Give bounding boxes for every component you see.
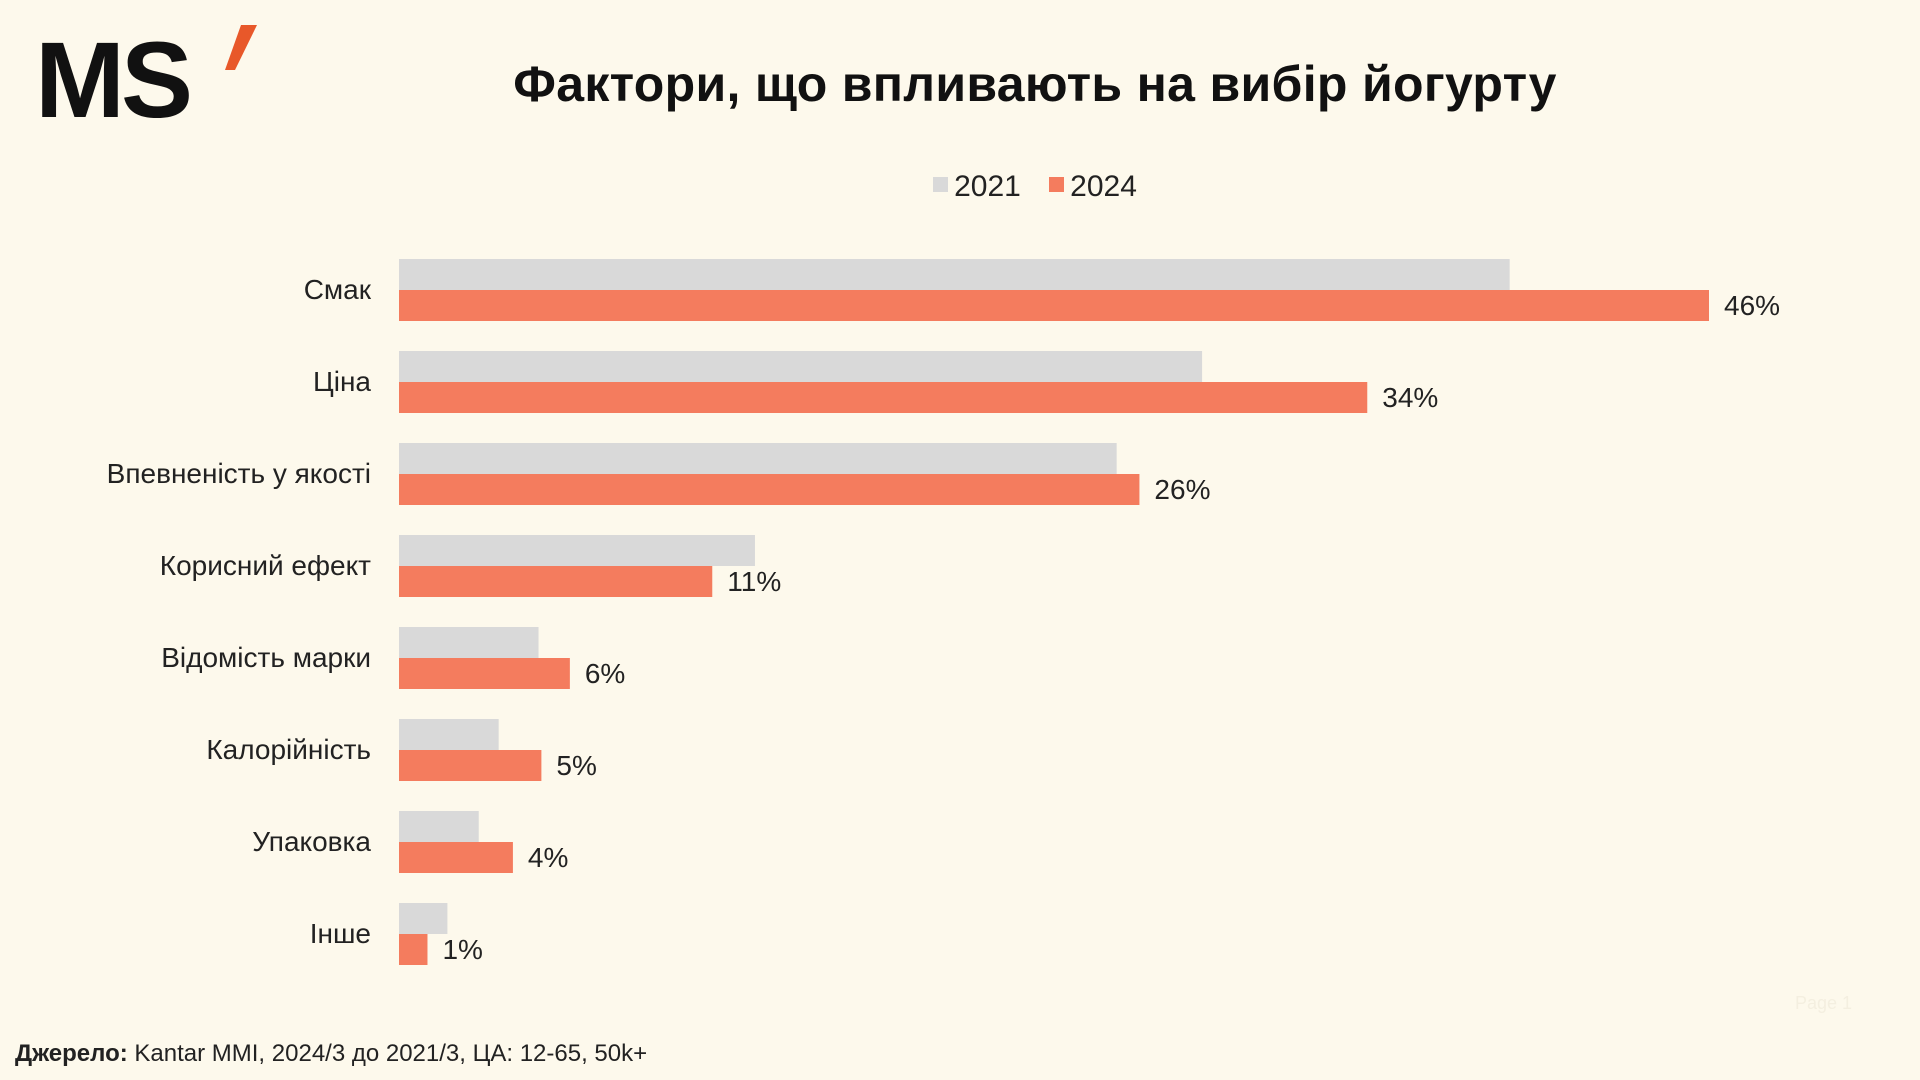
bar-2024-cat-5: [399, 750, 542, 781]
legend-item-2021: 2021: [933, 169, 1021, 204]
data-label-2024-cat-3: 11%: [727, 566, 781, 597]
bar-2021-cat-1: [399, 351, 1203, 382]
bar-chart: Смак 46% Ціна 34% Впевненість у якості 26% Кор…: [107, 259, 1780, 965]
data-label-2024-cat-7: 1%: [442, 934, 482, 965]
legend-label-2024: 2024: [1070, 169, 1137, 203]
bar-2024-cat-1: [399, 382, 1368, 413]
bar-2021-cat-2: [399, 443, 1117, 474]
bar-2021-cat-0: [399, 259, 1510, 290]
bar-2024-cat-2: [399, 474, 1140, 505]
category-label-cat-0: Смак: [304, 274, 372, 305]
bar-2024-cat-7: [399, 934, 428, 965]
data-label-2024-cat-0: 46%: [1724, 290, 1780, 321]
ms-logo: MS: [35, 19, 265, 140]
bar-2024-cat-0: [399, 290, 1709, 321]
ms-logo-mark: MS: [35, 19, 257, 140]
bar-2024-cat-6: [399, 842, 513, 873]
data-label-2024-cat-1: 34%: [1382, 382, 1438, 413]
source-note: Джерело: Kantar MMI, 2024/3 до 2021/3, Ц…: [15, 1040, 647, 1068]
data-label-2024-cat-6: 4%: [528, 842, 568, 873]
bar-2024-cat-4: [399, 658, 570, 689]
chart-legend: 2021 2024: [0, 168, 1920, 204]
category-label-cat-4: Відомість марки: [161, 642, 371, 673]
bar-2021-cat-7: [399, 903, 448, 934]
legend-item-2024: 2024: [1049, 169, 1137, 204]
bar-2021-cat-6: [399, 811, 479, 842]
category-label-cat-7: Інше: [310, 918, 371, 949]
legend-label-2021: 2021: [954, 169, 1021, 203]
bar-2024-cat-3: [399, 566, 713, 597]
category-label-cat-6: Упаковка: [252, 826, 371, 857]
source-label: Джерело:: [15, 1040, 128, 1067]
page-number: Page 1: [1795, 993, 1853, 1013]
bar-2021-cat-3: [399, 535, 755, 566]
legend-swatch-2021: [933, 177, 949, 193]
legend-swatch-2024: [1049, 177, 1065, 193]
bar-2021-cat-5: [399, 719, 499, 750]
data-label-2024-cat-2: 26%: [1154, 474, 1210, 505]
data-label-2024-cat-5: 5%: [556, 750, 596, 781]
source-text: Kantar MMI, 2024/3 до 2021/3, ЦА: 12-65,…: [127, 1040, 648, 1067]
category-label-cat-2: Впевненість у якості: [107, 458, 371, 489]
category-label-cat-5: Калорійність: [206, 734, 371, 765]
category-label-cat-3: Корисний ефект: [160, 550, 371, 581]
data-label-2024-cat-4: 6%: [585, 658, 625, 689]
category-label-cat-1: Ціна: [313, 366, 371, 397]
chart-title: Фактори, що впливають на вибір йогурту: [513, 56, 1557, 112]
bar-2021-cat-4: [399, 627, 539, 658]
svg-text:MS: MS: [35, 22, 189, 127]
